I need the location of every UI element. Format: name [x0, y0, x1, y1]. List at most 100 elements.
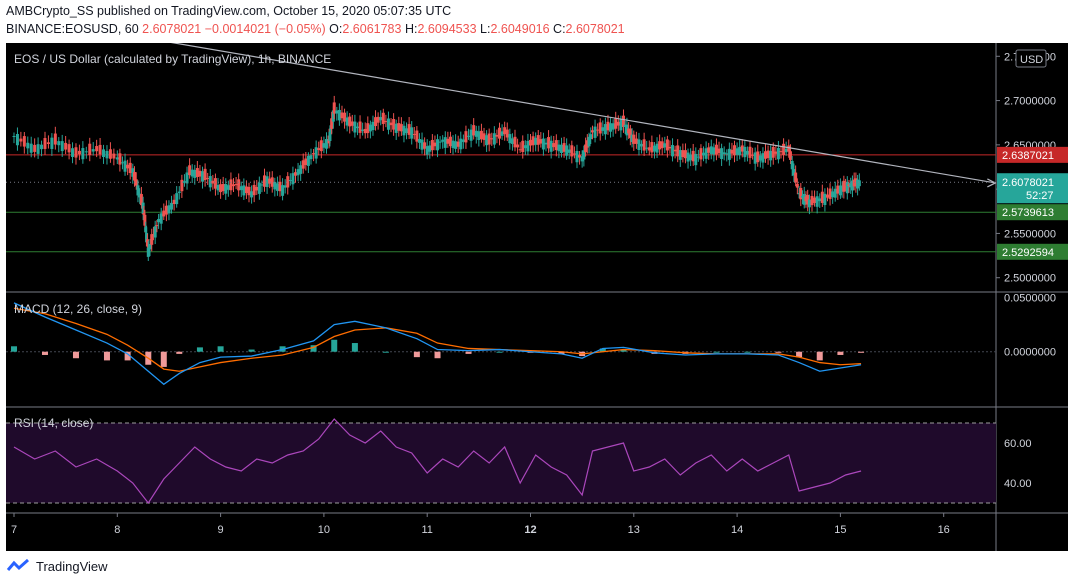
candle-body [420, 139, 424, 150]
candle-body [562, 143, 566, 152]
candle-body [598, 122, 602, 134]
candle-body [260, 184, 264, 186]
candle-body [340, 112, 344, 119]
candle-body [33, 144, 37, 152]
candle-body [833, 188, 837, 198]
candle-body [247, 186, 251, 196]
candle-body [309, 155, 313, 160]
candle-body [587, 136, 591, 147]
candle-body [836, 185, 840, 194]
macd-histogram-bar [837, 351, 844, 355]
candle-body [443, 137, 447, 148]
candle-body [810, 195, 814, 206]
candle-body [136, 185, 140, 196]
candle-body [407, 124, 411, 135]
macd-histogram-bar [434, 351, 441, 359]
candle-body [673, 149, 677, 152]
macd-histogram-bar [217, 346, 224, 352]
candle-body [521, 140, 525, 153]
candle-body [123, 160, 127, 172]
candle-body [813, 197, 817, 203]
candle-body [510, 138, 514, 144]
candle-body [823, 193, 827, 206]
candle-body [337, 109, 341, 121]
candle-body [634, 138, 638, 144]
candle-body [102, 149, 106, 157]
candle-body [704, 148, 708, 159]
candle-body [779, 151, 783, 153]
candle-body [552, 143, 556, 148]
time-tick-label: 13 [628, 524, 640, 536]
last-price: 2.6078021 [142, 22, 202, 36]
candle-body [557, 144, 561, 152]
candle-body [328, 131, 332, 141]
candle-body [490, 138, 494, 140]
candle-body [376, 116, 380, 123]
candle-body [857, 180, 861, 187]
candle-body [312, 153, 316, 155]
candle-body [144, 227, 148, 232]
candle-body [151, 234, 155, 237]
candle-body [820, 191, 824, 203]
macd-tick-label: 0.0500000 [1004, 292, 1056, 304]
candle-body [88, 143, 92, 155]
candle-body [804, 196, 808, 202]
candle-body [671, 145, 675, 157]
candle-body [831, 191, 835, 198]
macd-histogram-bar [196, 347, 203, 352]
candle-body [541, 138, 545, 150]
candle-body [503, 127, 507, 135]
candle-body [275, 183, 279, 191]
trendline [170, 43, 996, 184]
candle-body [456, 141, 460, 147]
candle-body [660, 141, 664, 149]
candle-body [255, 186, 259, 191]
candle-body [508, 134, 512, 144]
candle-body [446, 138, 450, 144]
candle-body [91, 149, 95, 152]
candle-body [296, 169, 300, 176]
macd-histogram-bar [858, 351, 865, 353]
macd-histogram-bar [351, 343, 358, 352]
candle-body [428, 145, 432, 152]
candle-body [464, 131, 468, 143]
candle-body [343, 112, 347, 122]
candle-body [188, 165, 192, 176]
time-tick-label: 8 [114, 524, 120, 536]
candle-body [570, 145, 574, 157]
candle-body [554, 140, 558, 151]
candle-body [712, 147, 716, 155]
candle-body [627, 128, 631, 134]
candle-body [596, 129, 600, 131]
candle-body [787, 145, 791, 152]
candle-body [201, 171, 205, 182]
candle-body [678, 150, 682, 160]
macd-histogram-bar [176, 351, 183, 354]
candle-body [193, 169, 197, 178]
candle-body [479, 130, 483, 140]
candle-body [655, 143, 659, 153]
candle-body [825, 194, 829, 198]
candle-body [621, 115, 625, 127]
low-label: L: [480, 22, 491, 36]
candle-body [281, 185, 285, 196]
candle-body [485, 135, 489, 146]
candle-body [523, 145, 527, 149]
candle-body [623, 124, 627, 127]
candle-body [208, 176, 212, 188]
candle-body [229, 179, 233, 191]
chart-svg[interactable]: 2.75000002.70000002.65000002.60000002.55… [6, 43, 1068, 551]
chart-area[interactable]: 2.75000002.70000002.65000002.60000002.55… [6, 43, 1068, 551]
candle-body [472, 125, 476, 136]
candle-body [730, 149, 734, 154]
candle-body [221, 183, 225, 192]
candle-body [505, 129, 509, 138]
candle-body [645, 147, 649, 149]
macd-histogram-bar [413, 351, 420, 358]
candle-body [616, 121, 620, 126]
tradingview-brand: TradingView [36, 558, 108, 574]
candle-body [397, 123, 401, 131]
candle-body [582, 150, 586, 160]
candle-body [268, 178, 272, 184]
macd-histogram-bar [775, 351, 782, 353]
